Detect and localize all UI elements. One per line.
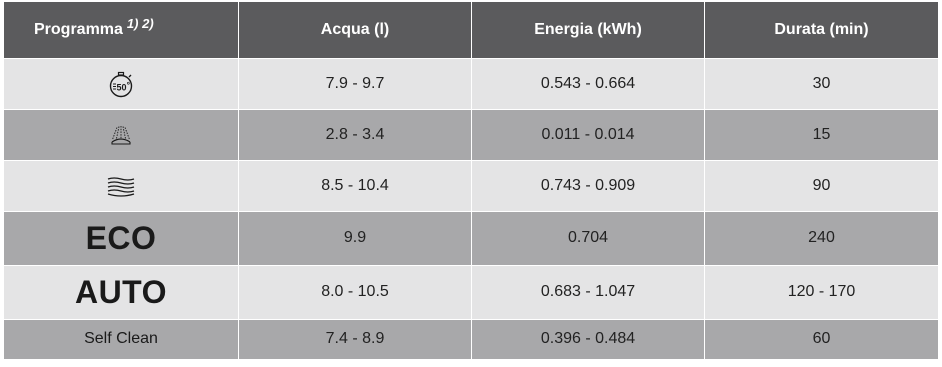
acqua-cell: 8.5 - 10.4	[238, 160, 472, 212]
durata-cell: 240	[704, 211, 939, 266]
table-row: ECO 9.9 0.704 240	[3, 211, 939, 266]
energia-cell: 0.011 - 0.014	[471, 109, 705, 161]
energia-cell: 0.683 - 1.047	[471, 265, 705, 320]
program-cell: AUTO	[3, 265, 239, 320]
energia-cell: 0.704	[471, 211, 705, 266]
program-label: ECO	[85, 219, 157, 256]
durata-cell: 30	[704, 58, 939, 110]
acqua-cell: 9.9	[238, 211, 472, 266]
table-row: 2.8 - 3.4 0.011 - 0.014 15	[3, 109, 939, 161]
header-programma: Programma 1) 2)	[3, 2, 239, 59]
table-row: 50 7.9 - 9.7 0.543 - 0.664 30	[3, 58, 939, 110]
program-cell	[3, 160, 239, 212]
program-cell: 50	[3, 58, 239, 110]
header-durata: Durata (min)	[704, 2, 939, 59]
durata-cell: 15	[704, 109, 939, 161]
program-cell	[3, 109, 239, 161]
energia-cell: 0.743 - 0.909	[471, 160, 705, 212]
durata-cell: 60	[704, 319, 939, 360]
header-acqua: Acqua (l)	[238, 2, 472, 59]
acqua-cell: 7.9 - 9.7	[238, 58, 472, 110]
quick-50-icon: 50	[109, 71, 133, 97]
program-table: Programma 1) 2) Acqua (l) Energia (kWh) D…	[3, 2, 939, 360]
table-row: Self Clean 7.4 - 8.9 0.396 - 0.484 60	[3, 319, 939, 360]
acqua-cell: 7.4 - 8.9	[238, 319, 472, 360]
header-programma-notes: 1) 2)	[126, 15, 154, 31]
durata-cell: 90	[704, 160, 939, 212]
durata-cell: 120 - 170	[704, 265, 939, 320]
header-row: Programma 1) 2) Acqua (l) Energia (kWh) D…	[3, 2, 939, 59]
program-cell: Self Clean	[3, 319, 239, 360]
energia-cell: 0.543 - 0.664	[471, 58, 705, 110]
rinse-spray-icon	[111, 125, 131, 145]
intensive-waves-icon	[107, 176, 135, 197]
table-row: 8.5 - 10.4 0.743 - 0.909 90	[3, 160, 939, 212]
acqua-cell: 2.8 - 3.4	[238, 109, 472, 161]
program-label: Self Clean	[84, 330, 158, 347]
energia-cell: 0.396 - 0.484	[471, 319, 705, 360]
svg-text:50: 50	[117, 82, 127, 92]
table-row: AUTO 8.0 - 10.5 0.683 - 1.047 120 - 170	[3, 265, 939, 320]
header-energia: Energia (kWh)	[471, 2, 705, 59]
header-programma-label: Programma	[34, 20, 123, 38]
program-label: AUTO	[74, 273, 168, 310]
acqua-cell: 8.0 - 10.5	[238, 265, 472, 320]
program-cell: ECO	[3, 211, 239, 266]
